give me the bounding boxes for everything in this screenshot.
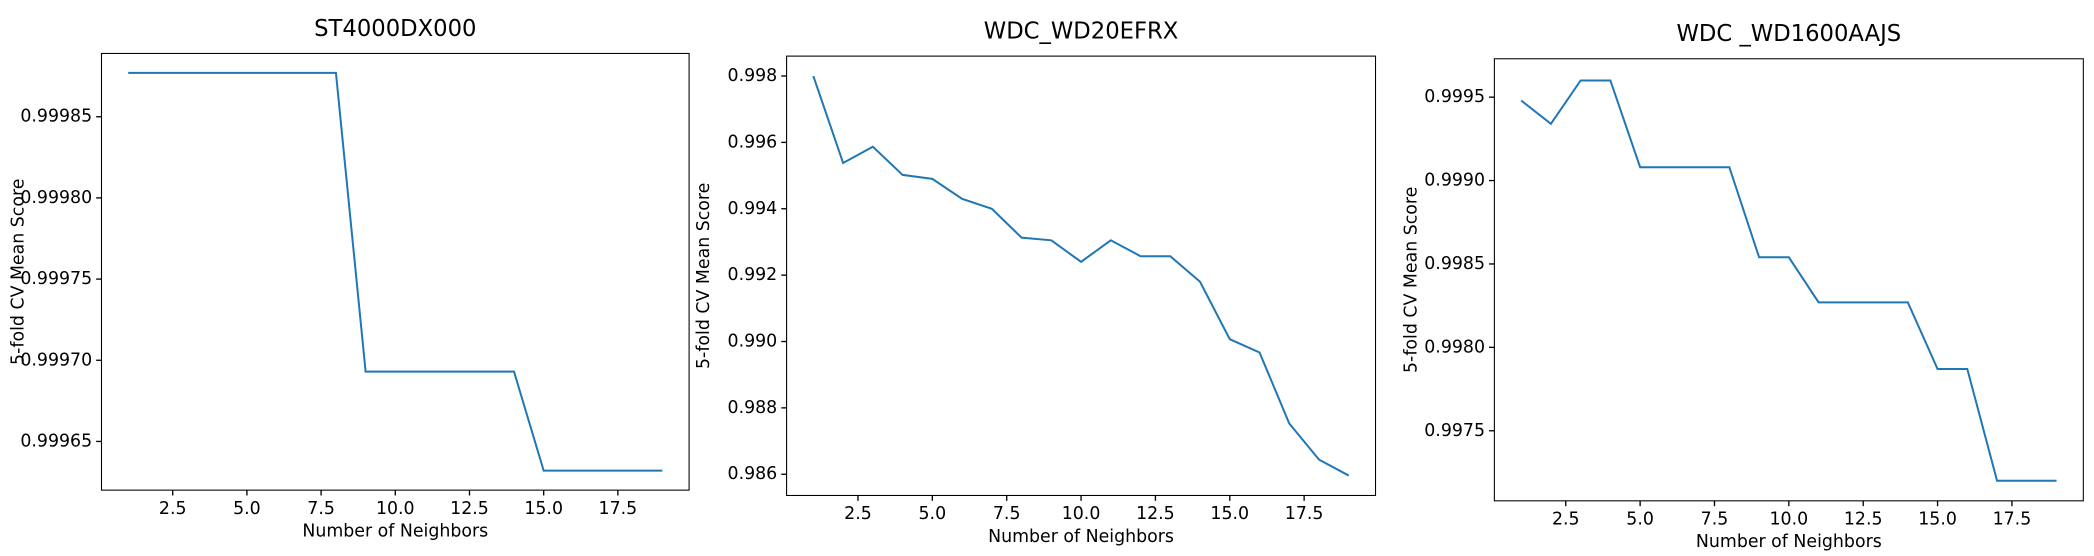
x-tick-label: 15.0 xyxy=(1210,504,1249,524)
y-tick-label: 0.99965 xyxy=(20,431,92,451)
x-tick-label: 5.0 xyxy=(919,504,947,524)
x-tick-label: 17.5 xyxy=(1993,510,2032,530)
line xyxy=(128,71,663,472)
x-tick-label: 12.5 xyxy=(1844,510,1883,530)
x-tick-label: 12.5 xyxy=(1136,504,1175,524)
y-tick-label: 0.9985 xyxy=(1424,254,1485,274)
x-tick-label: 17.5 xyxy=(1285,504,1324,524)
y-tick-label: 0.994 xyxy=(728,199,778,219)
x-tick-label: 7.5 xyxy=(993,504,1021,524)
line xyxy=(812,75,1350,477)
chart-title: ST4000DX000 xyxy=(314,16,476,42)
y-tick-label: 0.988 xyxy=(728,398,778,418)
y-axis-label: 5-fold CV Mean Score xyxy=(9,179,29,365)
x-tick-label: 10.0 xyxy=(1062,504,1101,524)
x-tick-label: 10.0 xyxy=(1770,510,1809,530)
y-tick-label: 0.99985 xyxy=(20,107,92,127)
y-tick-label: 0.99980 xyxy=(20,188,92,208)
chart-title: WDC_WD20EFRX xyxy=(984,19,1179,45)
x-tick-label: 2.5 xyxy=(159,499,187,519)
y-tick-label: 0.9995 xyxy=(1424,87,1485,107)
x-tick-label: 5.0 xyxy=(1626,510,1654,530)
x-tick-label: 2.5 xyxy=(844,504,872,524)
x-tick-label: 10.0 xyxy=(376,499,415,519)
y-tick-label: 0.998 xyxy=(728,66,778,86)
y-tick-label: 0.996 xyxy=(728,132,778,152)
y-axis-label: 5-fold CV Mean Score xyxy=(1402,187,1422,373)
y-tick-label: 0.99975 xyxy=(20,269,92,289)
y-tick-label: 0.9980 xyxy=(1424,337,1485,357)
x-tick-label: 15.0 xyxy=(1918,510,1957,530)
x-tick-label: 12.5 xyxy=(450,499,489,519)
x-tick-label: 7.5 xyxy=(307,499,335,519)
x-tick-label: 17.5 xyxy=(599,499,638,519)
axes-frame xyxy=(786,55,1377,497)
y-tick-label: 0.99970 xyxy=(20,350,92,370)
y-tick-label: 0.9975 xyxy=(1424,421,1485,441)
axes-frame xyxy=(1493,58,2084,502)
x-axis-label: Number of Neighbors xyxy=(302,522,488,542)
y-tick-label: 0.9990 xyxy=(1424,171,1485,191)
x-tick-label: 15.0 xyxy=(524,499,563,519)
line xyxy=(1520,79,2057,482)
chart-title: WDC _WD1600AAJS xyxy=(1676,21,1901,47)
x-tick-label: 7.5 xyxy=(1701,510,1729,530)
axes-frame xyxy=(100,52,690,491)
y-axis-label: 5-fold CV Mean Score xyxy=(694,183,714,369)
x-axis-label: Number of Neighbors xyxy=(988,527,1174,547)
y-tick-label: 0.990 xyxy=(728,332,778,352)
x-tick-label: 2.5 xyxy=(1552,510,1580,530)
x-tick-label: 5.0 xyxy=(233,499,261,519)
y-tick-label: 0.992 xyxy=(728,265,778,285)
y-tick-label: 0.986 xyxy=(728,464,778,484)
x-axis-label: Number of Neighbors xyxy=(1696,532,1882,552)
